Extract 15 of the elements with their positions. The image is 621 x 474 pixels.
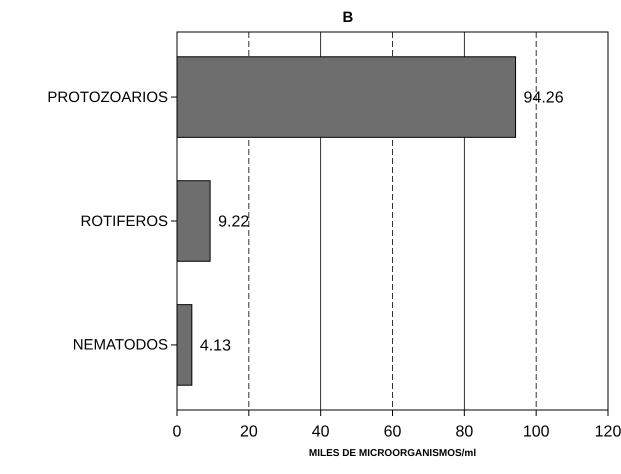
data-label: 94.26 — [524, 90, 564, 107]
data-label: 4.13 — [200, 338, 232, 355]
data-label: 9.22 — [218, 214, 250, 231]
x-tick-label: 40 — [312, 424, 330, 441]
x-tick-label: 60 — [384, 424, 402, 441]
x-tick-label: 20 — [240, 424, 258, 441]
y-tick-label: ROTIFEROS — [80, 212, 168, 230]
x-tick-label: 100 — [522, 424, 550, 441]
y-tick-label: PROTOZOARIOS — [47, 88, 168, 106]
x-tick-label: 120 — [594, 424, 621, 441]
chart-title: B — [342, 9, 354, 26]
x-axis-title: MILES DE MICROORGANISMOS/ml — [308, 448, 476, 459]
x-tick-label: 0 — [172, 424, 182, 441]
y-tick-label: NEMATODOS — [72, 336, 168, 354]
x-tick-label: 80 — [455, 424, 474, 441]
